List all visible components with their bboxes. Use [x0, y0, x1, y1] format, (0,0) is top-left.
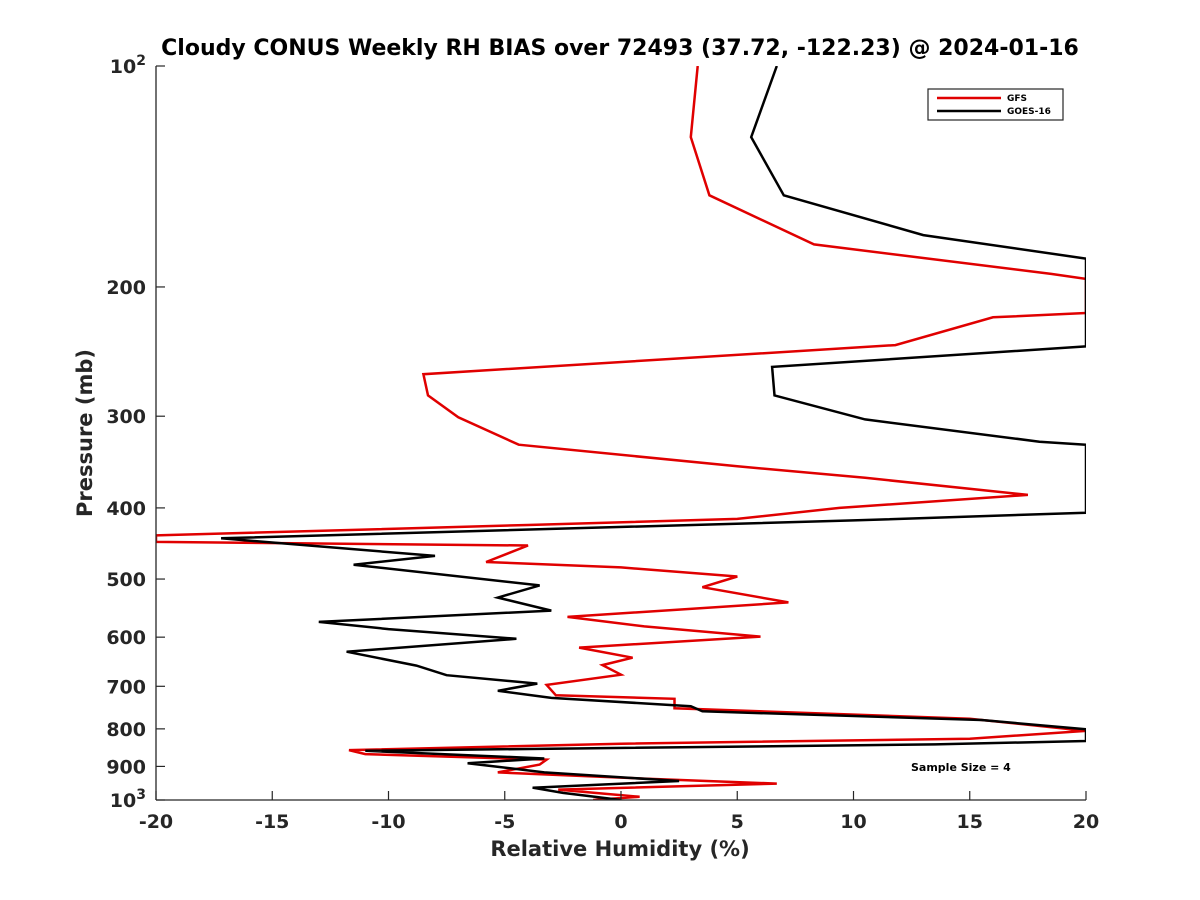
axes	[155, 65, 1087, 801]
y-tick-label: 400	[106, 498, 146, 520]
x-tick-label: -10	[371, 811, 405, 833]
tick-labels: -20 -15 -10 -5 0 5 10 15 20 102 200 300 400 500 600 700…	[106, 53, 1099, 833]
x-tick-label: 20	[1073, 811, 1099, 833]
x-tick-label: -15	[255, 811, 289, 833]
x-tick-label: 5	[731, 811, 744, 833]
x-axis-label: Relative Humidity (%)	[490, 837, 749, 861]
x-tick-label: 15	[957, 811, 983, 833]
legend-box	[927, 88, 1064, 121]
x-tick-label: -20	[139, 811, 173, 833]
y-tick-label: 900	[106, 756, 146, 778]
legend-label-goes16: GOES-16	[1007, 107, 1051, 117]
series-line-gfs	[156, 66, 1086, 800]
x-tick-label: -5	[494, 811, 515, 833]
series-line-goes16	[220, 66, 1086, 800]
series-layer	[156, 66, 1086, 800]
sample-size-annotation: Sample Size = 4	[911, 761, 1011, 774]
y-tick-label: 300	[106, 406, 146, 428]
x-tick-label: 0	[614, 811, 627, 833]
y-tick-label: 102	[110, 53, 146, 78]
chart-title: Cloudy CONUS Weekly RH BIAS over 72493 (…	[161, 36, 1079, 61]
legend: GFS GOES-16	[927, 88, 1064, 121]
x-tick-label: 10	[840, 811, 866, 833]
y-tick-label: 700	[106, 676, 146, 698]
y-tick-label: 600	[106, 627, 146, 649]
y-tick-label: 800	[106, 719, 146, 741]
y-axis-label: Pressure (mb)	[73, 349, 97, 517]
y-tick-label: 103	[110, 787, 146, 812]
y-tick-label: 500	[106, 569, 146, 591]
y-tick-label: 200	[106, 277, 146, 299]
legend-label-gfs: GFS	[1007, 94, 1027, 104]
